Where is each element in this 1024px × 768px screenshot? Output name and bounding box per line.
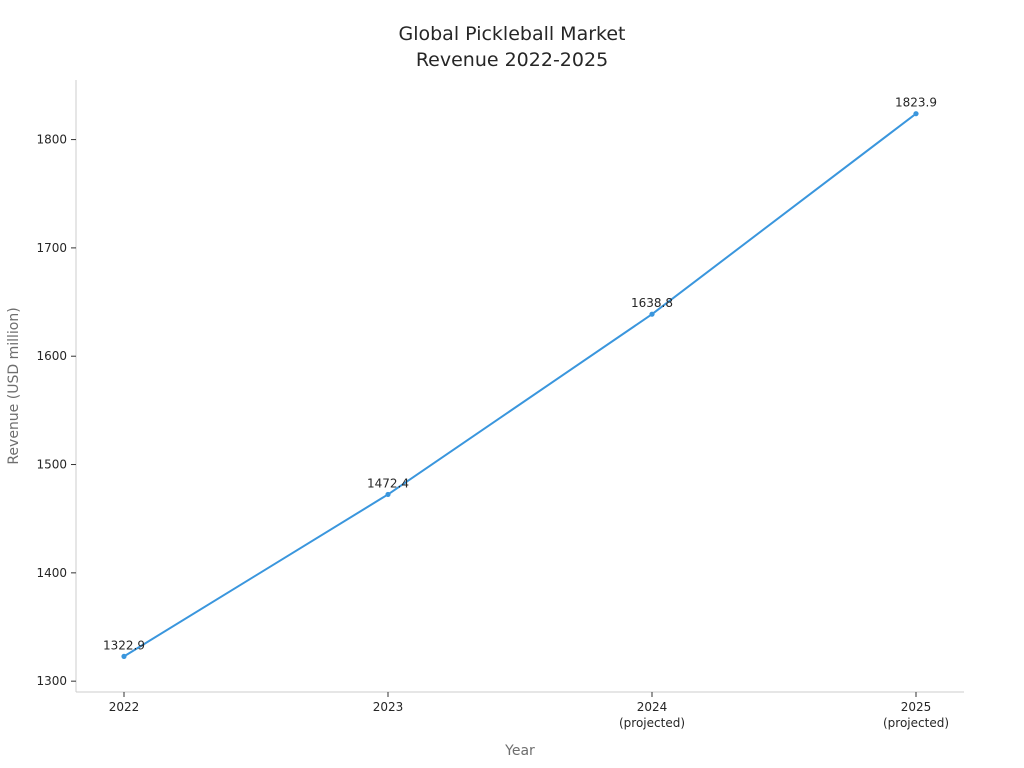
x-tick-label: 2022 xyxy=(109,700,140,714)
y-tick-label: 1400 xyxy=(36,566,67,580)
data-label: 1322.9 xyxy=(103,638,145,652)
chart-title-line-1: Global Pickleball Market xyxy=(399,23,626,45)
chart-title-line-2: Revenue 2022-2025 xyxy=(416,49,608,71)
series-line xyxy=(123,112,917,658)
chart-title: Global Pickleball Market Revenue 2022-20… xyxy=(399,23,626,71)
x-tick-note: (projected) xyxy=(619,716,685,730)
x-tick-label: 2023 xyxy=(373,700,404,714)
x-tick-label: 2025 xyxy=(901,700,932,714)
data-point xyxy=(649,311,655,317)
data-label: 1472.4 xyxy=(367,476,409,490)
y-tick-label: 1800 xyxy=(36,133,67,147)
x-tick-label: 2024 xyxy=(637,700,668,714)
data-labels-layer: 1322.9 1472.4 1638.8 1823.9 xyxy=(103,96,937,653)
x-axis-ticks: 2022 2023 2024 (projected) 2025 (projected) xyxy=(109,692,949,730)
y-tick-label: 1700 xyxy=(36,241,67,255)
x-axis-label: Year xyxy=(504,743,535,759)
points-layer xyxy=(121,111,919,659)
x-tick-note: (projected) xyxy=(883,716,949,730)
data-label: 1638.8 xyxy=(631,296,673,310)
y-tick-label: 1600 xyxy=(36,349,67,363)
y-tick-label: 1500 xyxy=(36,458,67,472)
data-point xyxy=(385,491,391,498)
data-label: 1823.9 xyxy=(895,96,937,110)
data-point xyxy=(913,111,919,117)
y-tick-label: 1300 xyxy=(36,674,67,688)
series-layer xyxy=(123,112,917,658)
y-axis-label: Revenue (USD million) xyxy=(6,307,22,464)
y-axis-ticks: 1300 1400 1500 1600 1700 1800 xyxy=(36,133,76,688)
data-point xyxy=(121,653,127,659)
